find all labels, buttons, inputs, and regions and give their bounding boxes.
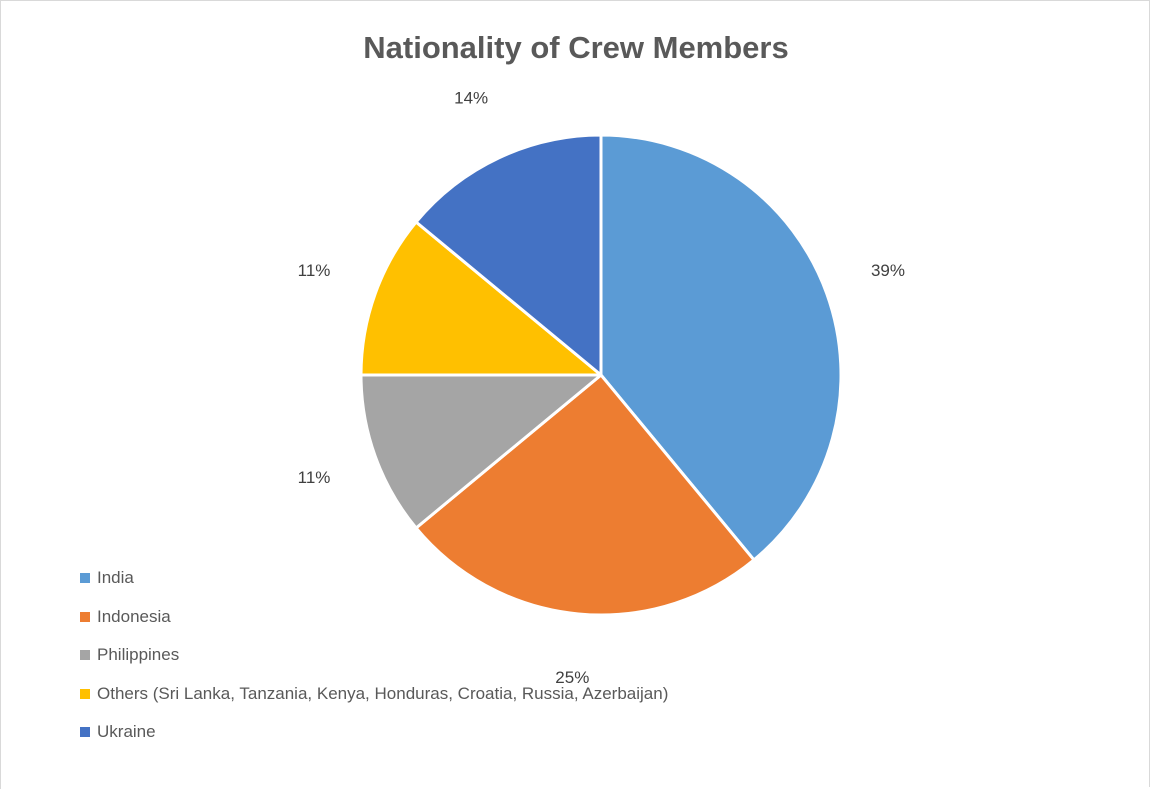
chart-title: Nationality of Crew Members: [363, 30, 789, 65]
legend-swatch-icon: [80, 688, 90, 699]
pie-slice-indonesia[interactable]: [414, 373, 756, 617]
data-label-others: 11%: [298, 261, 331, 280]
pie-slice-india[interactable]: [599, 133, 843, 562]
chart-border-left: [0, 0, 1, 789]
legend-item-ukraine[interactable]: Ukraine: [80, 720, 668, 744]
legend-swatch-icon: [80, 573, 90, 583]
legend-item-indonesia[interactable]: Indonesia: [80, 605, 668, 629]
pie-slice-others[interactable]: [359, 220, 603, 377]
legend-item-philippines[interactable]: Philippines: [80, 643, 668, 667]
legend-label: Philippines: [97, 645, 180, 664]
legend-label: Ukraine: [97, 722, 156, 741]
legend-label: Others (Sri Lanka, Tanzania, Kenya, Hond…: [97, 683, 669, 703]
legend-swatch-icon: [80, 650, 90, 660]
legend-label: India: [97, 568, 134, 587]
data-label-ukraine: 14%: [454, 89, 488, 108]
legend-label: Indonesia: [97, 606, 171, 626]
pie-slice-ukraine[interactable]: [414, 133, 603, 377]
legend-swatch-icon: [80, 611, 90, 622]
legend-item-india[interactable]: India: [80, 566, 668, 590]
legend: India Indonesia Philippines Others (Sri Lan…: [80, 566, 668, 759]
legend-item-others[interactable]: Others (Sri Lanka, Tanzania, Kenya, Hond…: [80, 682, 668, 706]
data-label-india: 39%: [871, 261, 905, 280]
pie-slice-philippines[interactable]: [359, 373, 603, 530]
data-label-philippines: 11%: [298, 468, 331, 487]
data-label-indonesia: 25%: [555, 668, 589, 687]
legend-swatch-icon: [80, 727, 90, 737]
